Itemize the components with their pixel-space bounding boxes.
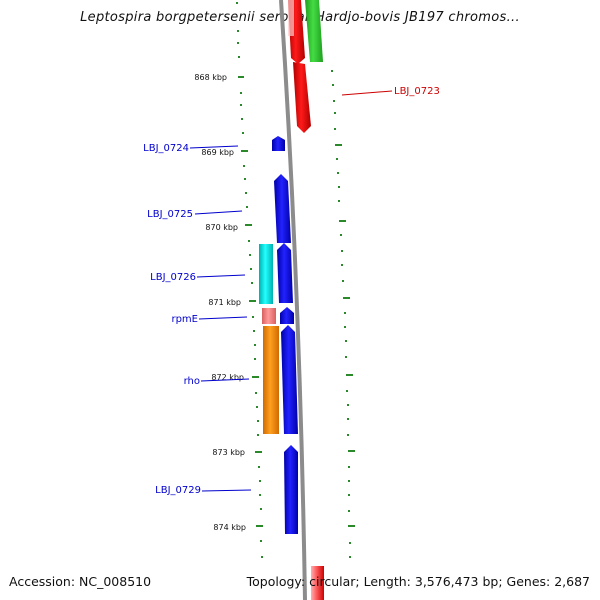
feature-lbj0729[interactable] [284,445,298,534]
left-dotted-track [236,2,263,558]
tick-label-874: 874 kbp [213,523,246,532]
tick-label-870: 870 kbp [205,223,238,232]
right-dotted-track [331,70,355,558]
leader-line-lbj0725 [194,210,243,215]
feature-rpme[interactable] [280,307,294,324]
cog-block-orange[interactable] [263,326,279,434]
leader-line-lbj0723 [341,90,393,96]
gene-label-lbj0725[interactable]: LBJ_0725 [147,209,193,220]
leader-line-lbj0729 [201,489,252,492]
tick-label-868: 868 kbp [194,73,227,82]
feature-pink-top[interactable] [288,0,294,36]
accession-text: Accession: NC_008510 [9,574,152,589]
tick-label-872: 872 kbp [211,373,244,382]
gene-label-lbj0726[interactable]: LBJ_0726 [150,272,196,283]
tick-label-871: 871 kbp [208,298,241,307]
leader-line-lbj0724 [189,145,239,149]
gene-label-lbj0729[interactable]: LBJ_0729 [155,485,201,496]
cog-block-pink[interactable] [262,308,276,324]
tick-label-869: 869 kbp [201,148,234,157]
feature-red-bottom[interactable] [311,566,324,600]
feature-lbj0725[interactable] [274,174,291,243]
feature-lbj0723[interactable] [293,62,311,133]
tick-label-873: 873 kbp [212,448,245,457]
feature-lbj0724[interactable] [272,136,285,151]
leader-line-lbj0726 [196,274,246,278]
gene-label-lbj0724[interactable]: LBJ_0724 [143,143,189,154]
genome-summary-text: Topology: circular; Length: 3,576,473 bp… [246,574,590,589]
left-tick-dashes [238,76,263,527]
feature-rho[interactable] [281,325,298,434]
gene-label-rho[interactable]: rho [184,376,200,387]
gene-label-lbj0723[interactable]: LBJ_0723 [394,86,440,97]
feature-lbj0726[interactable] [277,243,293,303]
gene-label-rpme[interactable]: rpmE [171,314,198,325]
cog-block-cyan[interactable] [259,244,273,304]
leader-line-rho [200,378,250,382]
genome-backbone [279,0,307,600]
feature-green-top[interactable] [305,0,323,62]
leader-line-rpme [198,316,248,320]
